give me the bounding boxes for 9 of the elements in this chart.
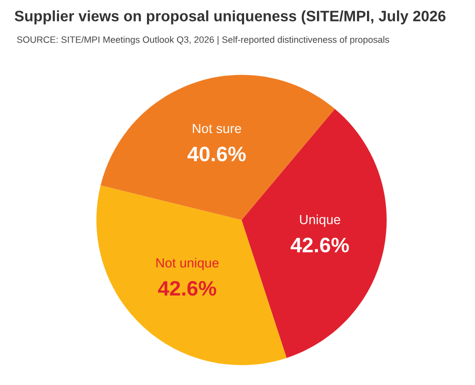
- data-label: 42.6%: [290, 238, 349, 252]
- chart-title: Supplier views on proposal uniqueness (SITE/MPI, July 2026: [14, 10, 446, 24]
- data-label: 40.6%: [188, 146, 246, 162]
- pie-slice: [96, 185, 287, 366]
- slice-label: Not unique: [156, 258, 219, 270]
- slice-label: Not sure: [192, 124, 242, 134]
- chart-subtitle: SOURCE: SITE/MPI Meetings Outlook Q3, 2026 | Self-reported distinctiveness of proposals: [17, 36, 390, 45]
- data-label: 42.6%: [158, 280, 216, 296]
- slice-label: Unique: [300, 214, 340, 227]
